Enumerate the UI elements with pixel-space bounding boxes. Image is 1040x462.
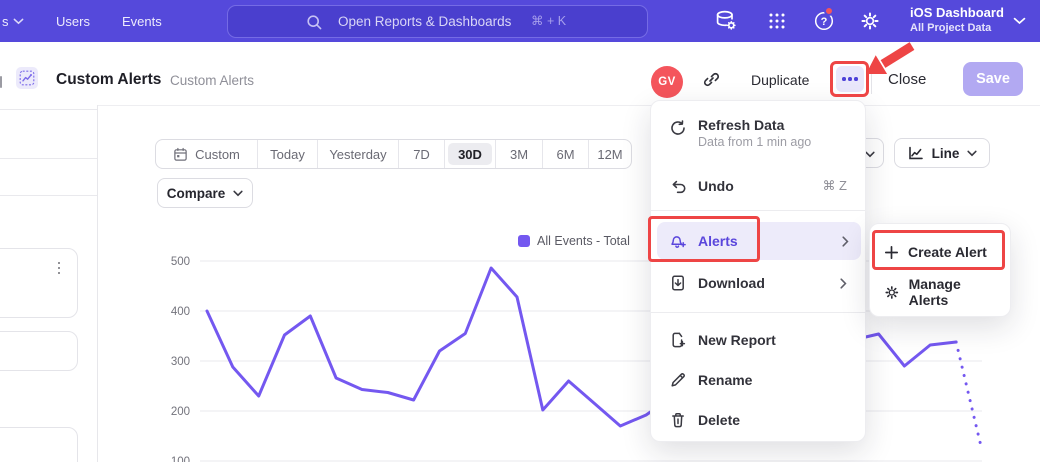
chart-type-button[interactable]: Line [894, 138, 990, 168]
calendar-icon [174, 147, 187, 161]
chevron-right-icon [840, 277, 847, 289]
date-range-control: Custom Today Yesterday 7D 30D 3M 6M 12M [155, 139, 632, 169]
range-today[interactable]: Today [258, 140, 318, 168]
nav-item-events[interactable]: Events [122, 14, 162, 29]
legend-item[interactable]: All Events - Total [518, 234, 630, 248]
menu-item-refresh-data[interactable]: Refresh Data Data from 1 min ago [651, 117, 865, 157]
plus-icon [884, 245, 899, 259]
search-shortcut: ⌘ + K [531, 14, 567, 28]
range-custom[interactable]: Custom [156, 140, 258, 168]
menu-item-alerts[interactable]: Alerts [657, 222, 861, 260]
avatar[interactable]: GV [651, 66, 683, 98]
header-button-divider [871, 64, 872, 94]
range-3m[interactable]: 3M [496, 140, 543, 168]
copy-link-icon[interactable] [702, 70, 721, 89]
legend-label: All Events - Total [537, 234, 630, 248]
chevron-down-icon [13, 18, 24, 25]
sidebar-divider [0, 109, 97, 110]
alert-bell-icon [671, 236, 686, 248]
report-type-badge [16, 67, 38, 89]
settings-gear-icon[interactable] [860, 11, 880, 31]
apps-grid-icon[interactable] [767, 11, 787, 31]
more-options-button[interactable] [836, 66, 864, 92]
breadcrumb[interactable]: Custom Alerts [170, 73, 255, 88]
save-button[interactable]: Save [963, 62, 1023, 96]
page-title: Custom Alerts [56, 71, 162, 88]
sidebar-card[interactable] [0, 427, 78, 462]
svg-text:?: ? [821, 16, 828, 28]
project-name: iOS Dashboard [910, 5, 1004, 20]
alerts-submenu: Create Alert Manage Alerts [869, 223, 1011, 317]
compare-button[interactable]: Compare [157, 178, 253, 208]
menu-item-undo[interactable]: Undo ⌘ Z [651, 167, 865, 205]
range-12m[interactable]: 12M [597, 146, 623, 162]
chevron-down-icon [233, 190, 243, 196]
kebab-menu-icon[interactable] [52, 257, 66, 279]
svg-text:200: 200 [171, 406, 190, 418]
sidebar-divider [0, 158, 97, 159]
submenu-item-create-alert[interactable]: Create Alert [870, 233, 1010, 271]
legend-swatch [518, 235, 530, 247]
project-scope: All Project Data [910, 22, 992, 34]
search-icon [307, 15, 322, 30]
sidebar-divider [0, 195, 97, 196]
trash-icon [672, 412, 684, 428]
refresh-icon [671, 120, 685, 135]
menu-item-new-report[interactable]: New Report [651, 321, 865, 359]
chevron-down-icon [865, 151, 875, 158]
chevron-right-icon [842, 235, 849, 247]
menu-item-sublabel: Data from 1 min ago [698, 135, 812, 149]
search-placeholder: Open Reports & Dashboards [338, 14, 512, 29]
svg-text:500: 500 [171, 256, 190, 268]
gear-icon [885, 285, 899, 299]
submenu-item-manage-alerts[interactable]: Manage Alerts [870, 273, 1010, 311]
menu-item-rename[interactable]: Rename [651, 361, 865, 399]
menu-item-download[interactable]: Download [651, 264, 865, 302]
pencil-icon [671, 373, 685, 387]
menu-divider [651, 312, 865, 313]
range-yesterday[interactable]: Yesterday [318, 140, 399, 168]
svg-text:300: 300 [171, 356, 190, 368]
download-icon [672, 275, 684, 291]
help-notification-dot [824, 6, 834, 16]
duplicate-button[interactable]: Duplicate [751, 72, 810, 88]
range-30d-selected[interactable]: 30D [445, 140, 496, 168]
sidebar-card[interactable] [0, 331, 78, 371]
project-selector[interactable]: iOS Dashboard All Project Data [900, 0, 1040, 42]
menu-item-shortcut: ⌘ Z [822, 178, 847, 193]
chevron-down-icon [967, 150, 977, 156]
nav-item-users[interactable]: Users [56, 14, 90, 29]
context-menu: Refresh Data Data from 1 min ago Undo ⌘ … [650, 100, 866, 442]
line-chart-badge-icon [19, 70, 35, 86]
svg-text:100: 100 [171, 456, 190, 462]
line-chart-icon [908, 146, 923, 160]
menu-divider [651, 210, 865, 211]
undo-icon [672, 180, 686, 194]
range-6m[interactable]: 6M [543, 140, 589, 168]
close-button[interactable]: Close [888, 71, 927, 88]
chevron-down-icon [1013, 17, 1026, 25]
top-navbar: s Users Events Open Reports & Dashboards… [0, 0, 1040, 42]
data-management-icon[interactable] [714, 9, 738, 33]
svg-text:400: 400 [171, 306, 190, 318]
header-divider [0, 105, 1040, 106]
range-7d[interactable]: 7D [399, 140, 445, 168]
nav-item-partial[interactable]: s [2, 14, 9, 29]
menu-item-delete[interactable]: Delete [651, 401, 865, 439]
new-report-icon [672, 332, 686, 348]
sidebar-card[interactable] [0, 248, 78, 318]
back-chevron-sliver [0, 76, 2, 88]
global-search[interactable]: Open Reports & Dashboards ⌘ + K [227, 5, 648, 38]
